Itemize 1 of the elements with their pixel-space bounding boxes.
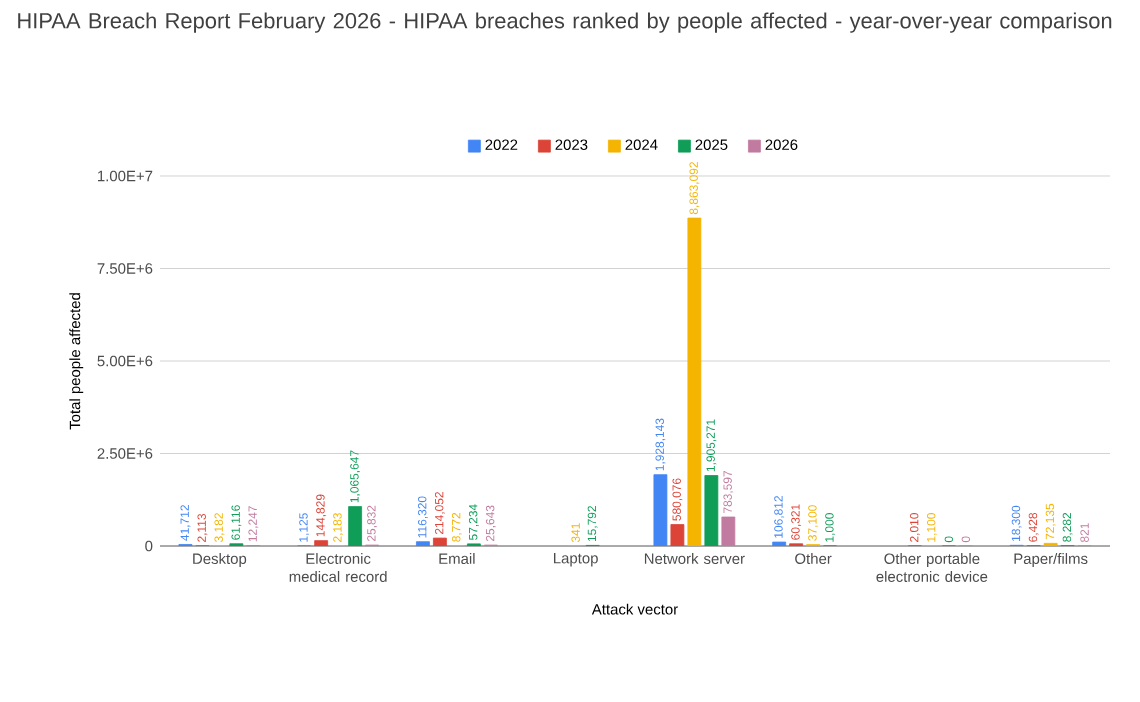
chart-title: HIPAA Breach Report February 2026 - HIPAA breaches ranked by people affected - year-over-year comparison	[18, 12, 1112, 33]
